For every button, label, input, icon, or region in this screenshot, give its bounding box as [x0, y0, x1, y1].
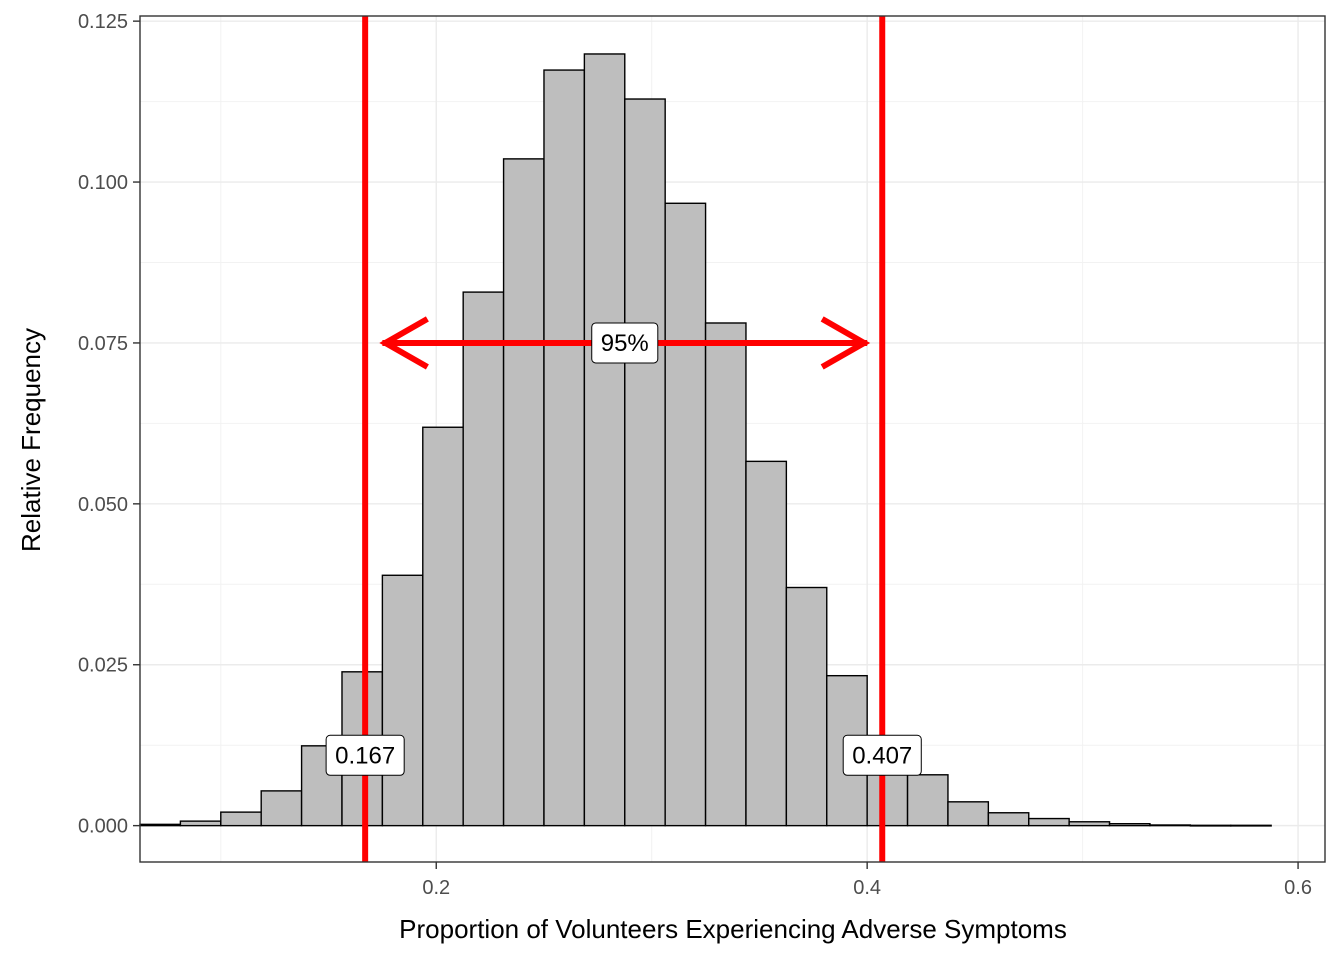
histogram-bar	[785, 586, 828, 827]
histogram-bar	[422, 426, 464, 827]
x-axis-title: Proportion of Volunteers Experiencing Ad…	[399, 914, 1067, 944]
x-axis-ticks: 0.2 0.4 0.6	[422, 862, 1312, 899]
histogram-bar	[1230, 824, 1272, 827]
histogram-bar	[1189, 824, 1232, 827]
reference-label-text: 0.167	[335, 742, 395, 769]
x-tick-label: 0.2	[422, 877, 450, 899]
x-tick-label: 0.4	[853, 877, 881, 899]
histogram-bar	[462, 291, 505, 827]
histogram-bar	[502, 158, 545, 827]
interval-arrow-head-left	[379, 316, 429, 370]
histogram-bar	[583, 53, 626, 827]
histogram-bar	[745, 460, 788, 827]
histogram-bar	[947, 801, 990, 827]
histogram-bar	[704, 322, 747, 827]
histogram-bar	[543, 69, 586, 827]
panel-border	[139, 15, 1326, 863]
histogram-bar	[1028, 817, 1070, 827]
histogram-bar	[1068, 821, 1111, 827]
histogram-bars	[139, 53, 1272, 827]
reference-lines	[362, 16, 886, 862]
histogram-bar	[220, 811, 262, 827]
y-axis-title: Relative Frequency	[16, 328, 46, 552]
y-tick-label: 0.000	[78, 816, 128, 838]
histogram-bar	[179, 820, 222, 827]
histogram-bar	[664, 202, 707, 827]
y-tick-label: 0.125	[78, 11, 128, 33]
histogram-bar	[381, 574, 424, 827]
histogram-bar	[1149, 824, 1192, 827]
interval-label-box	[591, 322, 659, 364]
y-tick-label: 0.025	[78, 655, 128, 677]
histogram-bar	[624, 98, 666, 827]
y-axis-ticks: 0.000 0.025 0.050 0.075 0.100 0.125	[78, 11, 140, 838]
reference-label-box	[842, 734, 922, 776]
interval-label-text: 95%	[601, 330, 649, 357]
histogram-bar	[139, 823, 182, 827]
histogram-bar	[1108, 823, 1151, 827]
y-tick-label: 0.100	[78, 172, 128, 194]
histogram-bar	[260, 790, 303, 827]
y-tick-label: 0.050	[78, 494, 128, 516]
interval-arrow-head-right	[820, 316, 871, 370]
histogram-bar	[987, 812, 1030, 827]
x-tick-label: 0.6	[1284, 877, 1312, 899]
reference-label-box	[325, 734, 405, 776]
histogram-bar	[906, 774, 949, 827]
y-tick-label: 0.075	[78, 333, 128, 355]
annotation-labels: 0.167 0.407 95%	[325, 322, 922, 776]
reference-label-text: 0.407	[852, 742, 912, 769]
